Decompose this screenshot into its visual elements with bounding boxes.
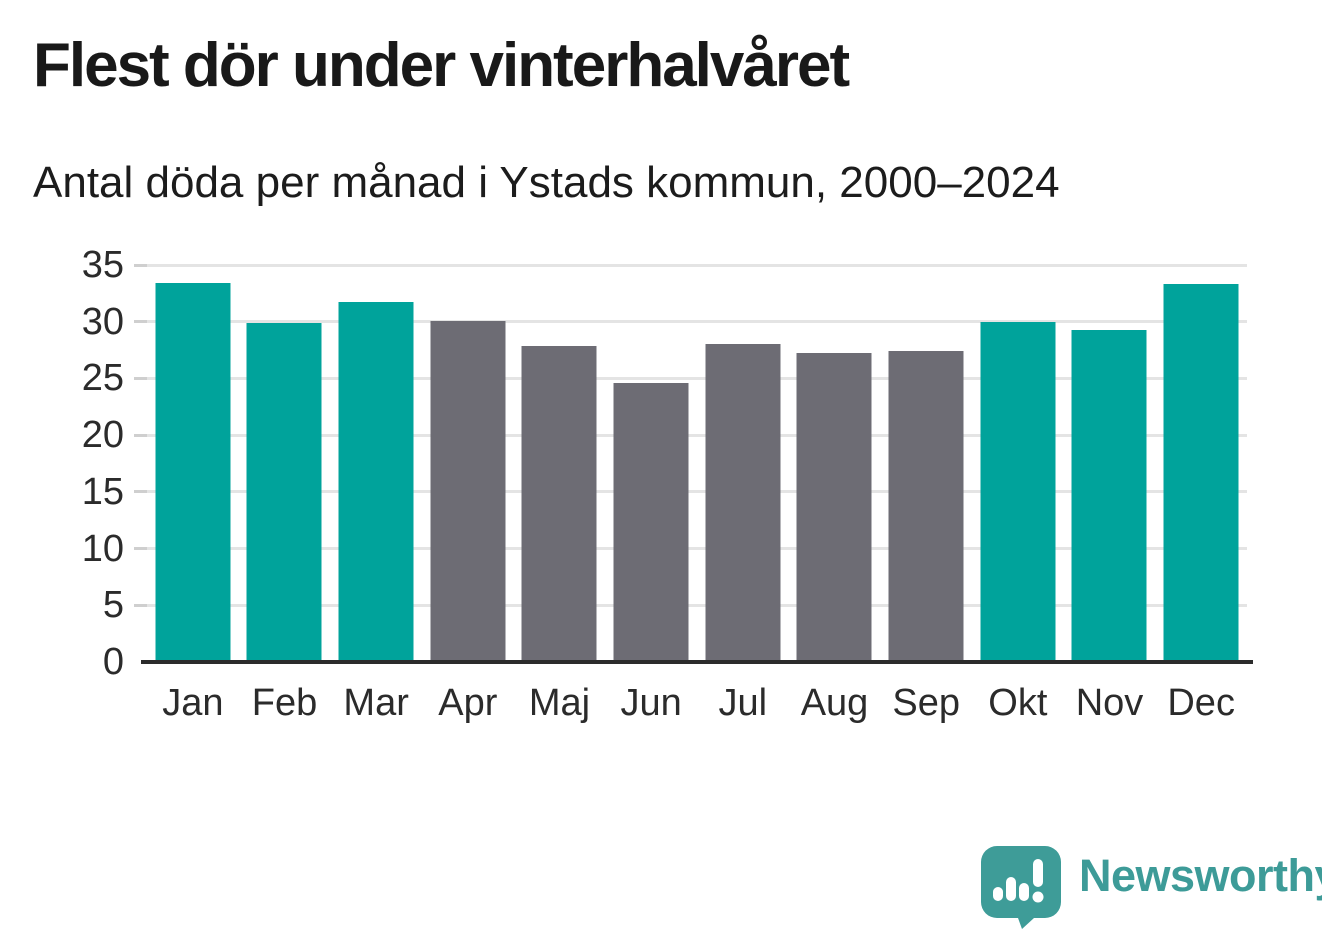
gridline-10 <box>147 547 1247 551</box>
bar-slot-nov <box>1064 265 1156 662</box>
newsworthy-brand: Newsworthy <box>977 843 1322 931</box>
bar-nov <box>1071 329 1147 662</box>
bar-slot-dec <box>1155 265 1247 662</box>
x-tick-label-dec: Dec <box>1167 682 1235 724</box>
bar-okt <box>980 321 1056 662</box>
y-tick-label: 0 <box>102 641 124 683</box>
bar-slot-maj <box>514 265 606 662</box>
brand-name: Newsworthy <box>1079 850 1322 901</box>
y-tick-mark-20 <box>134 433 147 437</box>
gridline-25 <box>147 376 1247 380</box>
x-tick-label-maj: Maj <box>528 682 591 724</box>
bar-slot-apr <box>422 265 514 662</box>
bar-jan <box>155 283 231 662</box>
bar-mar <box>338 302 414 662</box>
bar-slot-jan <box>147 265 239 662</box>
x-axis: Jan Feb Mar Apr Maj Jun Jul Aug Sep Okt Nov Dec <box>147 682 1247 732</box>
bar-apr <box>430 320 506 662</box>
bar-slot-mar <box>330 265 422 662</box>
y-tick-label: 25 <box>81 357 124 400</box>
y-tick-mark-25 <box>134 376 147 380</box>
chart-subtitle: Antal döda per månad i Ystads kommun, 20… <box>33 158 1060 207</box>
bar-slot-okt <box>972 265 1064 662</box>
y-tick-label: 30 <box>81 300 124 343</box>
bar-feb <box>246 322 322 662</box>
x-tick-label-sep: Sep <box>892 682 960 724</box>
chart-title: Flest dör under vinterhalvåret <box>33 31 850 100</box>
bar-slot-feb <box>239 265 331 662</box>
gridline-20 <box>147 433 1247 437</box>
x-tick-label-jun: Jun <box>620 682 682 724</box>
newsworthy-logo-icon <box>981 846 1061 929</box>
bar-aug <box>796 353 872 662</box>
x-tick-label-aug: Aug <box>800 682 869 724</box>
y-tick-label: 10 <box>81 527 124 570</box>
x-tick-label-mar: Mar <box>343 682 409 724</box>
x-tick-label-apr: Apr <box>438 682 498 724</box>
y-tick-mark-30 <box>134 320 147 324</box>
bar-slot-aug <box>789 265 881 662</box>
bar-slot-jul <box>697 265 789 662</box>
plot-area <box>134 263 1253 664</box>
y-tick-mark-15 <box>134 490 147 494</box>
gridline-35 <box>147 263 1247 267</box>
gridline-5 <box>147 603 1247 607</box>
y-tick-mark-5 <box>134 603 147 607</box>
x-tick-label-jul: Jul <box>718 682 768 724</box>
bar-sep <box>888 351 964 662</box>
bar-dec <box>1163 284 1239 662</box>
y-tick-label: 5 <box>102 584 124 627</box>
y-tick-label: 15 <box>81 470 124 513</box>
gridline-30 <box>147 320 1247 324</box>
bar-jul <box>705 344 781 662</box>
x-tick-label-nov: Nov <box>1075 682 1144 724</box>
gridline-15 <box>147 490 1247 494</box>
y-axis: 0 5 10 15 20 25 30 35 <box>0 246 124 681</box>
y-tick-mark-35 <box>134 263 147 267</box>
x-tick-label-jan: Jan <box>162 682 224 724</box>
bar-slot-sep <box>880 265 972 662</box>
x-axis-baseline <box>141 660 1253 664</box>
y-tick-mark-10 <box>134 547 147 551</box>
x-tick-label-okt: Okt <box>988 682 1048 724</box>
y-tick-label: 20 <box>81 414 124 457</box>
x-tick-label-feb: Feb <box>251 682 318 724</box>
bar-maj <box>521 345 597 662</box>
bar-jun <box>613 382 689 662</box>
bar-slot-jun <box>605 265 697 662</box>
y-tick-label: 35 <box>81 244 124 286</box>
